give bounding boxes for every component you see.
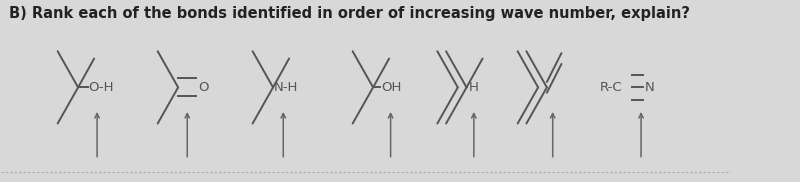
Text: N: N (645, 81, 654, 94)
Text: R-C: R-C (599, 81, 622, 94)
Text: O: O (198, 81, 208, 94)
Text: O-H: O-H (88, 81, 114, 94)
Text: B) Rank each of the bonds identified in order of increasing wave number, explain: B) Rank each of the bonds identified in … (10, 6, 690, 21)
Text: N-H: N-H (274, 81, 298, 94)
Text: OH: OH (381, 81, 402, 94)
Text: H: H (469, 81, 478, 94)
